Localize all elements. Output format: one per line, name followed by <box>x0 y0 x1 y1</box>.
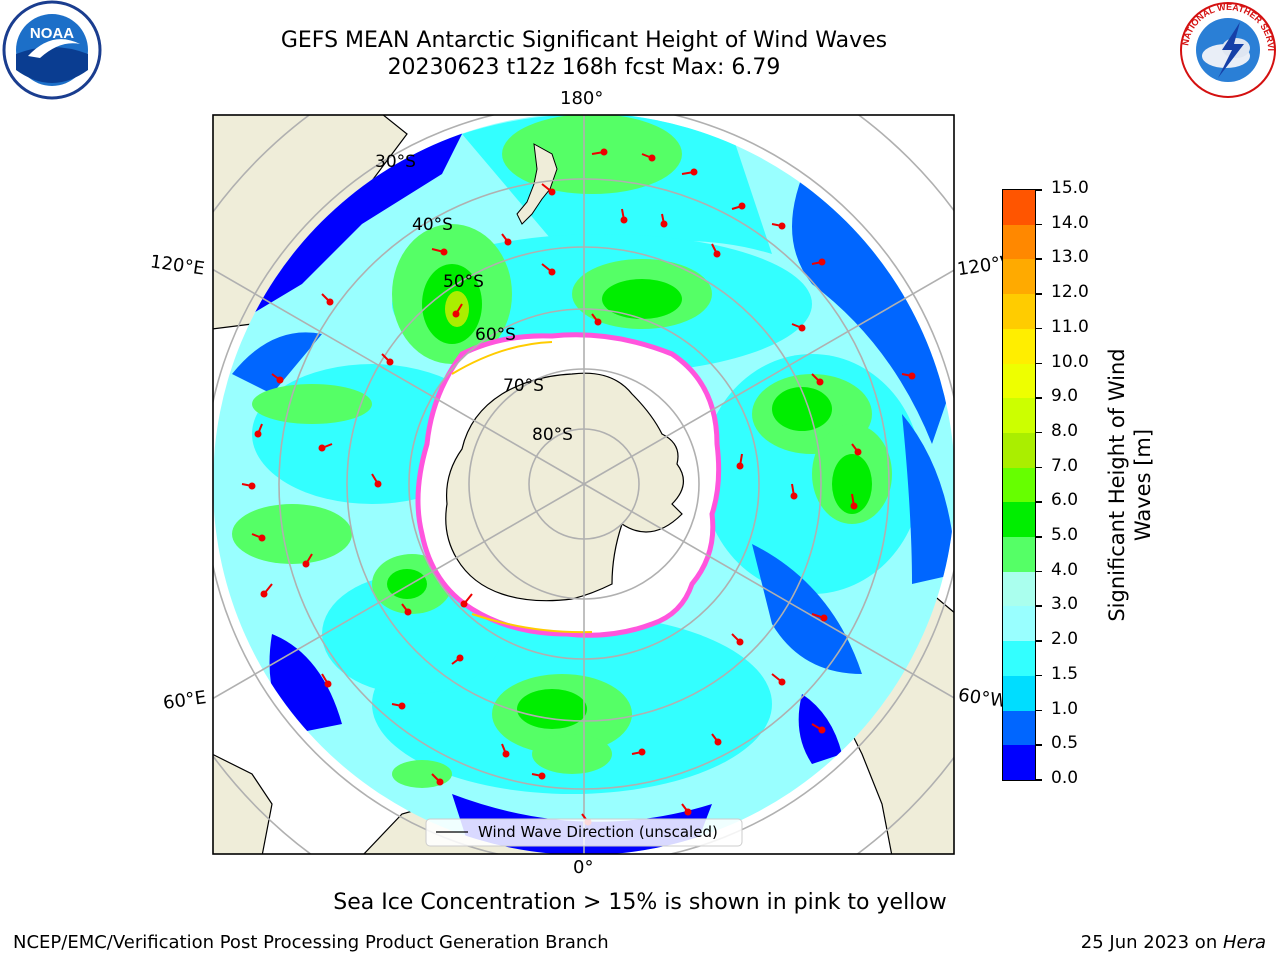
lat-label-40s: 40°S <box>412 215 453 235</box>
lat-label-50s: 50°S <box>443 272 484 292</box>
colorbar-tick-label: 8.0 <box>1051 420 1079 441</box>
colorbar-tick-mark <box>1036 501 1042 503</box>
colorbar-tick-mark <box>1036 674 1042 677</box>
footer-date: 25 Jun 2023 on <box>1080 932 1223 953</box>
colorbar-tick-label: 3.0 <box>1051 594 1079 615</box>
colorbar-tick-mark <box>1036 640 1042 642</box>
lon-label-60e: 60°E <box>161 687 208 714</box>
colorbar-tick-mark <box>1036 570 1042 573</box>
nws-logo: NATIONAL WEATHER SERVICE <box>1175 0 1278 100</box>
colorbar <box>1002 189 1036 781</box>
lon-label-120e: 120°E <box>148 251 206 280</box>
colorbar-label-line2: Waves [m] <box>1131 428 1155 542</box>
colorbar-label-line1: Significant Height of Wind <box>1105 348 1129 622</box>
colorbar-segment <box>1003 294 1035 329</box>
colorbar-segment <box>1003 606 1035 642</box>
colorbar-tick-mark <box>1036 605 1042 607</box>
lat-label-30s: 30°S <box>375 152 416 172</box>
colorbar-segment <box>1003 328 1035 364</box>
legend-label: Wind Wave Direction (unscaled) <box>478 823 718 841</box>
colorbar-tick-label: 7.0 <box>1051 455 1079 476</box>
lon-label-180: 180° <box>560 88 604 109</box>
colorbar-tick-label: 12.0 <box>1051 282 1089 303</box>
colorbar-segment <box>1003 224 1035 260</box>
colorbar-tick-label: 2.0 <box>1051 629 1079 650</box>
chart-subtitle: 20230623 t12z 168h fcst Max: 6.79 <box>387 55 781 80</box>
colorbar-tick-label: 15.0 <box>1051 178 1089 198</box>
colorbar-segment <box>1003 398 1035 433</box>
colorbar-tick-label: 0.5 <box>1051 733 1079 754</box>
colorbar-tick-mark <box>1036 258 1042 260</box>
colorbar-ticks: 0.0 0.5 1.0 1.5 2.0 3.0 4.0 5.0 6.0 7.0 8.0 9.0 10.0… <box>1036 178 1106 790</box>
colorbar-tick-mark <box>1036 779 1042 781</box>
noaa-logo-text: NOAA <box>30 25 74 42</box>
colorbar-tick-mark <box>1036 362 1042 365</box>
colorbar-tick-label: 1.5 <box>1051 663 1079 684</box>
colorbar-tick-label: 1.0 <box>1051 698 1079 719</box>
colorbar-segment <box>1003 502 1035 538</box>
colorbar-segment <box>1003 745 1035 780</box>
lat-label-80s: 80°S <box>532 425 573 445</box>
footer-right: 25 Jun 2023 on Hera <box>1081 932 1266 953</box>
colorbar-tick-label: 10.0 <box>1051 351 1089 372</box>
chart-title: GEFS MEAN Antarctic Significant Height o… <box>280 28 888 53</box>
lat-label-60s: 60°S <box>475 325 516 345</box>
colorbar-tick-mark <box>1036 327 1042 330</box>
colorbar-tick-label: 6.0 <box>1051 490 1079 511</box>
new-zealand <box>516 143 558 225</box>
colorbar-segment <box>1003 571 1035 607</box>
graticule <box>213 115 954 854</box>
colorbar-tick-label: 0.0 <box>1051 768 1079 788</box>
lon-label-0: 0° <box>573 857 594 878</box>
colorbar-tick-mark <box>1036 431 1042 434</box>
sea-ice-note: Sea Ice Concentration > 15% is shown in … <box>333 890 947 915</box>
colorbar-segment <box>1003 432 1035 468</box>
map-legend: Wind Wave Direction (unscaled) <box>425 818 743 847</box>
colorbar-tick-label: 13.0 <box>1051 247 1089 268</box>
colorbar-label: Significant Height of Wind Waves [m] <box>1104 285 1156 685</box>
colorbar-tick-mark <box>1036 744 1042 746</box>
colorbar-segment <box>1003 537 1035 572</box>
colorbar-tick-mark <box>1036 223 1042 226</box>
colorbar-segment <box>1003 641 1035 676</box>
colorbar-segment <box>1003 675 1035 711</box>
antarctica <box>445 372 684 602</box>
colorbar-segment <box>1003 363 1035 399</box>
colorbar-tick-label: 14.0 <box>1051 212 1089 233</box>
polar-map: 30°S 40°S 50°S 60°S 70°S 80°S Wind Wave … <box>212 114 955 855</box>
colorbar-tick-mark <box>1036 397 1042 399</box>
colorbar-segment <box>1003 259 1035 295</box>
colorbar-tick-mark <box>1036 709 1042 712</box>
map-frame <box>212 114 955 855</box>
colorbar-tick-label: 9.0 <box>1051 386 1079 407</box>
footer-left: NCEP/EMC/Verification Post Processing Pr… <box>13 932 609 953</box>
colorbar-tick-mark <box>1036 189 1042 191</box>
lat-label-70s: 70°S <box>503 376 544 396</box>
noaa-logo: NOAA <box>0 0 104 104</box>
colorbar-segment <box>1003 190 1035 225</box>
colorbar-segment <box>1003 710 1035 746</box>
colorbar-tick-label: 4.0 <box>1051 559 1079 580</box>
colorbar-tick-mark <box>1036 466 1042 469</box>
footer-host: Hera <box>1222 932 1266 953</box>
colorbar-tick-label: 5.0 <box>1051 525 1079 546</box>
colorbar-tick-mark <box>1036 536 1042 538</box>
colorbar-segment <box>1003 467 1035 503</box>
colorbar-tick-mark <box>1036 293 1042 295</box>
colorbar-tick-label: 11.0 <box>1051 316 1089 337</box>
